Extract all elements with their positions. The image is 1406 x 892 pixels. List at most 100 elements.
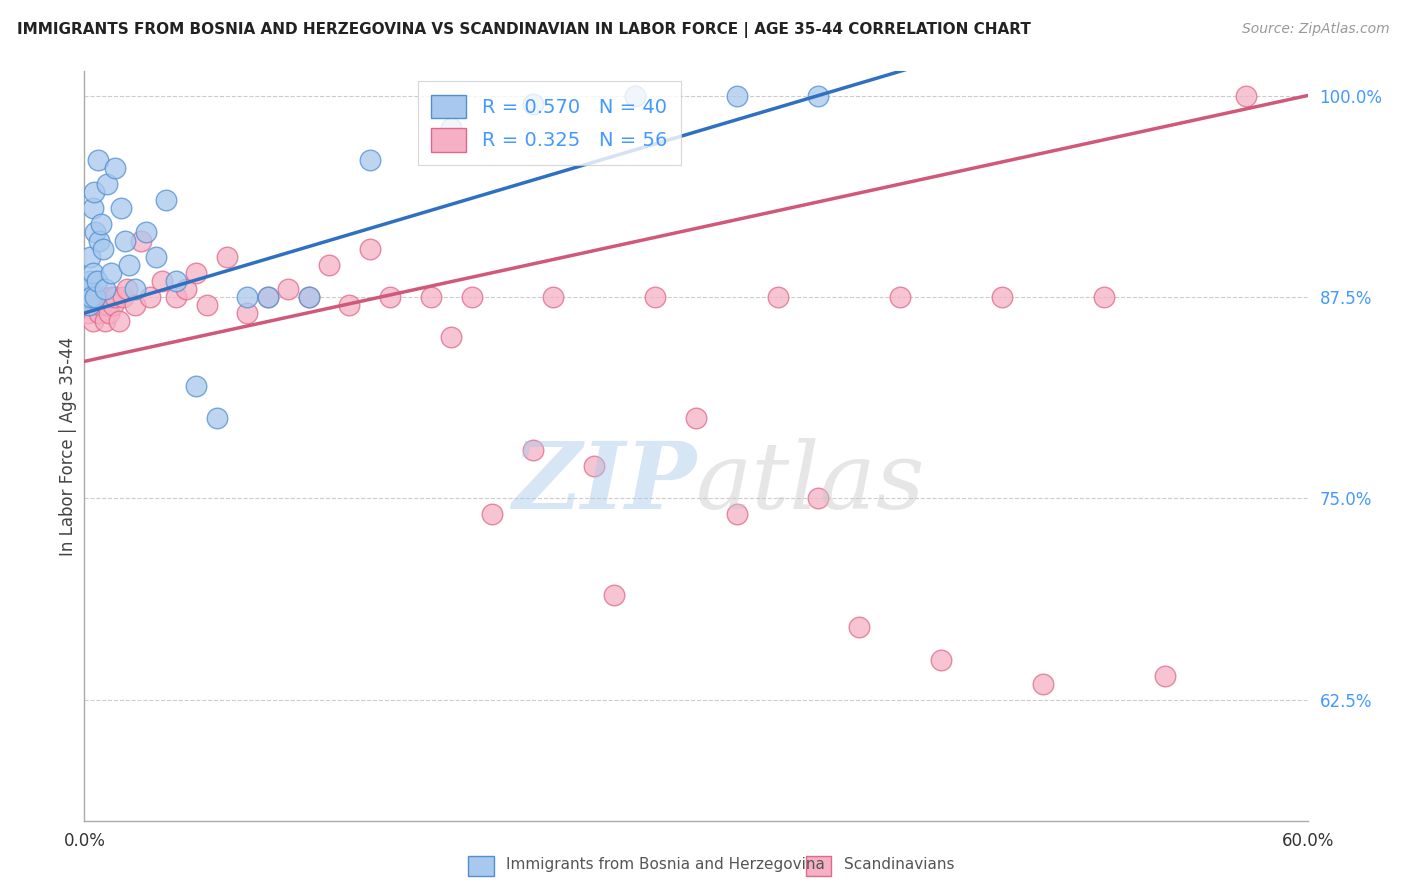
Point xyxy=(115,282,138,296)
Point xyxy=(624,88,647,103)
Point xyxy=(440,120,463,135)
Point xyxy=(75,290,97,304)
Point xyxy=(359,153,381,167)
Point xyxy=(929,652,952,666)
Point xyxy=(96,298,118,312)
Point xyxy=(93,282,115,296)
Point xyxy=(174,282,197,296)
Point xyxy=(100,266,122,280)
Point xyxy=(87,306,110,320)
Point xyxy=(75,298,97,312)
Point xyxy=(104,290,127,304)
Point xyxy=(83,298,105,312)
Point xyxy=(481,508,503,522)
Point xyxy=(583,459,606,474)
Point xyxy=(82,314,104,328)
Point xyxy=(603,588,626,602)
Point xyxy=(90,298,112,312)
Point xyxy=(97,306,120,320)
Point xyxy=(165,290,187,304)
FancyBboxPatch shape xyxy=(806,856,831,876)
Point xyxy=(91,290,114,304)
Point xyxy=(86,274,108,288)
Point xyxy=(112,290,135,304)
Point xyxy=(236,290,259,304)
Point xyxy=(848,620,870,634)
Point xyxy=(807,88,830,103)
Point xyxy=(186,266,208,280)
Text: Immigrants from Bosnia and Herzegovina: Immigrants from Bosnia and Herzegovina xyxy=(506,857,825,872)
Point xyxy=(1236,88,1258,103)
Point xyxy=(86,153,108,167)
Text: Source: ZipAtlas.com: Source: ZipAtlas.com xyxy=(1241,22,1389,37)
Point xyxy=(76,290,98,304)
Point xyxy=(114,234,136,248)
Point xyxy=(318,258,340,272)
Point xyxy=(186,378,208,392)
Point xyxy=(991,290,1014,304)
Point xyxy=(359,242,381,256)
Text: Scandinavians: Scandinavians xyxy=(844,857,955,872)
Point xyxy=(87,234,110,248)
Point xyxy=(91,242,114,256)
Point xyxy=(79,290,101,304)
Point xyxy=(543,290,565,304)
Point xyxy=(79,274,101,288)
Point xyxy=(77,282,100,296)
Point xyxy=(257,290,280,304)
Point xyxy=(93,314,115,328)
Point xyxy=(90,218,112,232)
Point xyxy=(100,290,122,304)
Point xyxy=(79,250,101,264)
Point xyxy=(155,194,177,208)
Point xyxy=(124,282,146,296)
Point xyxy=(124,298,146,312)
Point xyxy=(108,314,131,328)
Point xyxy=(79,298,101,312)
Point xyxy=(1154,668,1177,682)
Point xyxy=(522,96,544,111)
Point xyxy=(380,290,402,304)
Point xyxy=(685,410,707,425)
Point xyxy=(298,290,321,304)
Point xyxy=(298,290,321,304)
Point xyxy=(766,290,789,304)
Point xyxy=(135,226,157,240)
Point xyxy=(522,443,544,458)
Point xyxy=(110,202,132,216)
Point xyxy=(77,306,100,320)
Point xyxy=(889,290,911,304)
Point xyxy=(131,234,153,248)
Point xyxy=(1092,290,1115,304)
Point xyxy=(96,177,118,191)
Point xyxy=(420,290,443,304)
Point xyxy=(236,306,259,320)
Point xyxy=(150,274,173,288)
Point xyxy=(277,282,299,296)
Point xyxy=(82,202,104,216)
Point xyxy=(165,274,187,288)
Y-axis label: In Labor Force | Age 35-44: In Labor Force | Age 35-44 xyxy=(59,336,77,556)
Point xyxy=(205,410,228,425)
Point xyxy=(1032,676,1054,690)
Point xyxy=(257,290,280,304)
Legend: R = 0.570   N = 40, R = 0.325   N = 56: R = 0.570 N = 40, R = 0.325 N = 56 xyxy=(418,81,681,166)
Point xyxy=(145,250,167,264)
Point xyxy=(118,258,141,272)
Point xyxy=(80,290,103,304)
Point xyxy=(138,290,160,304)
Text: atlas: atlas xyxy=(696,439,925,528)
Point xyxy=(83,290,105,304)
Point xyxy=(725,88,748,103)
Point xyxy=(339,298,361,312)
Point xyxy=(195,298,218,312)
Point xyxy=(104,161,127,175)
Point xyxy=(82,266,104,280)
Point xyxy=(101,298,124,312)
Point xyxy=(725,508,748,522)
Point xyxy=(807,491,830,506)
Point xyxy=(217,250,239,264)
Text: IMMIGRANTS FROM BOSNIA AND HERZEGOVINA VS SCANDINAVIAN IN LABOR FORCE | AGE 35-4: IMMIGRANTS FROM BOSNIA AND HERZEGOVINA V… xyxy=(17,22,1031,38)
FancyBboxPatch shape xyxy=(468,856,494,876)
Point xyxy=(86,290,108,304)
